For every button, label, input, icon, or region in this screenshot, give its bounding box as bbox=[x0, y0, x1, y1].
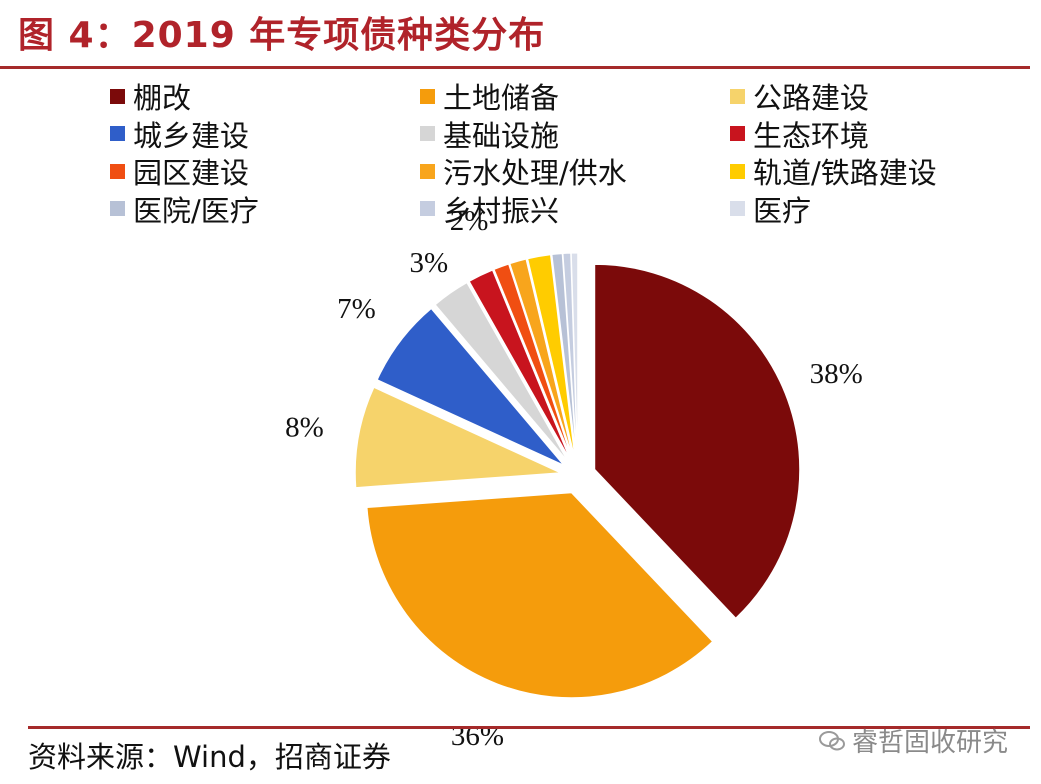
watermark-text: 睿哲固收研究 bbox=[852, 728, 1009, 758]
legend-label: 乡村振兴 bbox=[443, 193, 560, 228]
pie-slice bbox=[434, 282, 569, 462]
legend-label: 土地储备 bbox=[443, 81, 560, 115]
legend-label: 棚改 bbox=[133, 81, 192, 115]
legend-swatch bbox=[110, 88, 125, 104]
data-label: 7% bbox=[337, 293, 376, 325]
legend-item: 医院/医疗 bbox=[110, 191, 259, 228]
legend-swatch bbox=[420, 126, 435, 141]
pie-slice bbox=[468, 269, 571, 461]
legend-swatch bbox=[110, 126, 125, 141]
legend-item: 医疗 bbox=[730, 191, 812, 228]
legend-item: 生态环境 bbox=[730, 116, 870, 153]
pie-slice bbox=[376, 307, 565, 466]
legend-item: 土地储备 bbox=[420, 78, 560, 115]
legend-label: 轨道/铁路建设 bbox=[753, 156, 937, 190]
pie-slice bbox=[354, 386, 561, 489]
legend-item: 轨道/铁路建设 bbox=[730, 153, 937, 190]
legend-swatch bbox=[110, 201, 125, 216]
legend-swatch bbox=[110, 163, 125, 179]
page-title: 图 4：2019 年专项债种类分布 bbox=[18, 15, 546, 56]
legend-item: 棚改 bbox=[110, 78, 192, 115]
legend-swatch bbox=[420, 201, 435, 216]
legend-swatch bbox=[730, 88, 745, 104]
legend-item: 基础设施 bbox=[420, 116, 560, 153]
watermark: 睿哲固收研究 bbox=[818, 722, 1008, 759]
data-label: 3% bbox=[410, 247, 449, 279]
pie-slice bbox=[527, 254, 576, 459]
pie-slice bbox=[570, 252, 579, 459]
legend-label: 生态环境 bbox=[753, 118, 870, 153]
legend-label: 城乡建设 bbox=[133, 118, 250, 153]
data-label: 8% bbox=[285, 412, 324, 444]
legend-label: 医院/医疗 bbox=[133, 193, 259, 228]
legend-label: 医疗 bbox=[753, 193, 812, 228]
wechat-icon bbox=[819, 730, 845, 750]
legend-label: 公路建设 bbox=[753, 81, 870, 115]
data-label: 2% bbox=[450, 205, 489, 237]
pie-slice bbox=[366, 492, 714, 699]
pie-slice bbox=[493, 263, 573, 460]
legend-item: 污水处理/供水 bbox=[420, 153, 627, 190]
pie-slice bbox=[509, 258, 574, 459]
footer-divider bbox=[28, 726, 1030, 729]
source-note: 资料来源：Wind，招商证券 bbox=[28, 740, 391, 774]
legend-item: 乡村振兴 bbox=[420, 191, 560, 228]
legend-swatch bbox=[730, 163, 745, 179]
legend-swatch bbox=[420, 163, 435, 179]
pie-slice bbox=[551, 253, 577, 459]
title-divider bbox=[0, 66, 1030, 69]
pie-slice bbox=[562, 252, 578, 459]
legend-swatch bbox=[730, 201, 745, 216]
legend-item: 园区建设 bbox=[110, 153, 250, 190]
legend-label: 园区建设 bbox=[133, 156, 250, 190]
legend-item: 公路建设 bbox=[730, 78, 870, 115]
legend-swatch bbox=[730, 126, 745, 141]
legend-item: 城乡建设 bbox=[110, 116, 250, 153]
data-label: 38% bbox=[810, 358, 863, 390]
data-label: 36% bbox=[451, 720, 504, 752]
pie-slice bbox=[594, 263, 801, 619]
legend-label: 基础设施 bbox=[443, 118, 560, 153]
legend-label: 污水处理/供水 bbox=[443, 156, 627, 190]
legend-swatch bbox=[420, 88, 435, 104]
